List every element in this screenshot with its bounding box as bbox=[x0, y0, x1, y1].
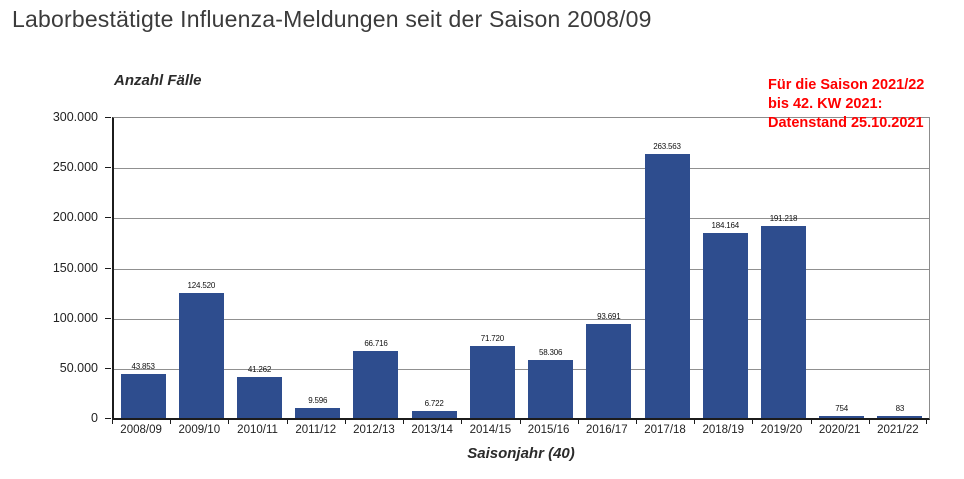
bar-value-label: 263.563 bbox=[653, 141, 681, 151]
y-axis-title: Anzahl Fälle bbox=[114, 72, 202, 89]
x-tick-label: 2017/18 bbox=[644, 424, 686, 436]
bar-2017-18 bbox=[644, 153, 690, 418]
y-tick-label: 300.000 bbox=[52, 110, 98, 124]
x-tick-label: 2012/13 bbox=[353, 424, 395, 436]
x-tick-mark bbox=[461, 419, 463, 424]
bar-value-label: 66.716 bbox=[364, 339, 388, 349]
x-tick-mark bbox=[286, 419, 288, 424]
x-tick-mark bbox=[810, 419, 812, 424]
gridline bbox=[114, 368, 929, 370]
bar-value-label: 754 bbox=[835, 404, 849, 413]
y-tick-label: 100.000 bbox=[52, 310, 98, 325]
gridline bbox=[114, 218, 929, 220]
bar-2011-12 bbox=[295, 408, 341, 418]
x-tick-label: 2008/09 bbox=[120, 424, 162, 436]
x-tick-mark bbox=[868, 419, 870, 424]
annotation-line-1: Für die Saison 2021/22 bbox=[768, 77, 925, 93]
x-tick-mark bbox=[403, 419, 405, 424]
gridline bbox=[114, 318, 929, 320]
bar-value-label: 124.520 bbox=[187, 281, 216, 291]
y-tick-mark bbox=[105, 317, 111, 319]
x-tick-label: 2020/21 bbox=[818, 424, 861, 436]
bar-2009-10 bbox=[178, 293, 224, 418]
x-tick-label: 2011/12 bbox=[295, 424, 337, 436]
bar-2021-22 bbox=[877, 416, 923, 418]
y-tick-mark bbox=[105, 167, 111, 169]
bar-2014-15 bbox=[469, 346, 515, 418]
y-tick-label: 50.000 bbox=[59, 360, 98, 375]
bar-2012-13 bbox=[353, 351, 399, 418]
y-tick-mark bbox=[105, 117, 111, 118]
y-tick-label: 150.000 bbox=[52, 260, 98, 275]
bar-2016-17 bbox=[586, 324, 632, 418]
x-tick-label: 2021/22 bbox=[877, 424, 919, 436]
x-tick-label: 2009/10 bbox=[178, 424, 221, 436]
x-tick-mark bbox=[228, 419, 230, 424]
bar-value-label: 71.720 bbox=[480, 334, 505, 344]
annotation-line-2: bis 42. KW 2021: bbox=[768, 96, 883, 112]
x-tick-label: 2018/19 bbox=[702, 424, 745, 436]
x-tick-mark bbox=[170, 419, 172, 424]
bar-value-label: 184.164 bbox=[711, 221, 740, 231]
gridline bbox=[114, 268, 929, 270]
bar-value-label: 41.262 bbox=[247, 364, 272, 374]
bar-value-label: 93.691 bbox=[597, 312, 621, 321]
x-tick-label: 2013/14 bbox=[411, 424, 453, 436]
data-status-annotation: Für die Saison 2021/22 bis 42. KW 2021: … bbox=[768, 76, 963, 133]
x-tick-mark bbox=[635, 419, 637, 424]
bar-2020-21 bbox=[819, 416, 865, 418]
bar-value-label: 191.218 bbox=[769, 214, 798, 224]
x-tick-label: 2014/15 bbox=[469, 424, 512, 436]
bar-2015-16 bbox=[528, 359, 574, 418]
x-tick-label: 2015/16 bbox=[527, 424, 570, 436]
x-tick-mark bbox=[926, 419, 927, 424]
x-tick-mark bbox=[344, 419, 346, 424]
x-tick-mark bbox=[577, 419, 579, 424]
y-tick-mark bbox=[105, 217, 111, 219]
x-tick-mark bbox=[519, 419, 521, 424]
bar-value-label: 43.853 bbox=[131, 362, 155, 372]
bar-2010-11 bbox=[237, 376, 283, 418]
bar-2008-09 bbox=[120, 374, 166, 418]
page-title: Laborbestätigte Influenza-Meldungen seit… bbox=[12, 6, 652, 32]
gridline bbox=[114, 168, 929, 170]
bar-value-label: 83 bbox=[895, 404, 905, 413]
bar-value-label: 6.722 bbox=[424, 399, 444, 409]
x-axis-title: Saisonjahr (40) bbox=[467, 445, 575, 462]
plot-inner: 43.853 124.520 41.262 9.596 66.716 6.722 71.72… bbox=[114, 118, 929, 418]
y-tick-mark bbox=[105, 267, 111, 269]
bar-2019-20 bbox=[760, 226, 806, 418]
bar-2013-14 bbox=[411, 411, 457, 418]
bar-value-label: 9.596 bbox=[308, 396, 328, 406]
y-tick-label: 250.000 bbox=[52, 160, 98, 175]
x-tick-label: 2010/11 bbox=[237, 424, 278, 436]
x-tick-mark bbox=[112, 419, 113, 424]
y-tick-mark bbox=[105, 367, 111, 369]
bar-chart-plot-area: 43.853 124.520 41.262 9.596 66.716 6.722 71.72… bbox=[112, 117, 930, 420]
bar-2018-19 bbox=[702, 233, 748, 418]
x-tick-mark bbox=[752, 419, 754, 424]
x-tick-label: 2016/17 bbox=[586, 424, 628, 436]
y-tick-label: 0 bbox=[91, 411, 98, 425]
y-tick-mark bbox=[105, 418, 111, 419]
x-tick-label: 2019/20 bbox=[760, 424, 803, 436]
bar-value-label: 58.306 bbox=[538, 347, 563, 357]
y-tick-label: 200.000 bbox=[52, 210, 98, 225]
x-tick-mark bbox=[694, 419, 696, 424]
annotation-line-3: Datenstand 25.10.2021 bbox=[768, 115, 924, 131]
